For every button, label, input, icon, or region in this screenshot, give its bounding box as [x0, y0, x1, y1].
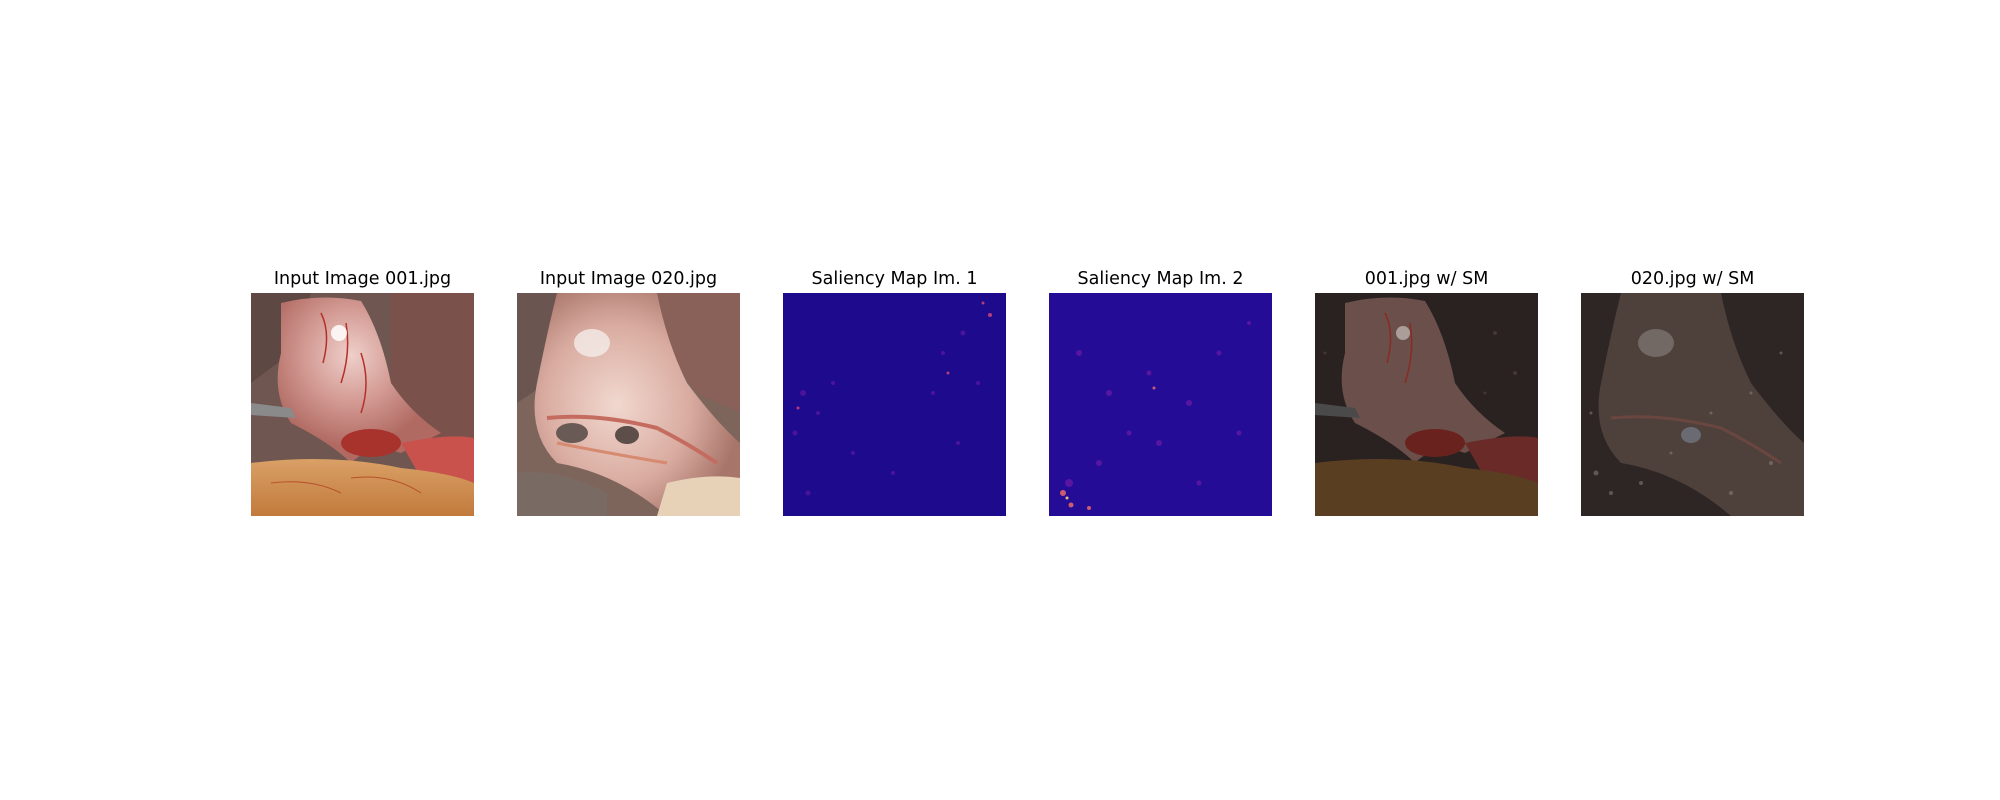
panel-title: 020.jpg w/ SM [1630, 269, 1755, 289]
panel-title: Saliency Map Im. 1 [811, 269, 978, 289]
overlay-image-020 [1581, 293, 1804, 516]
saliency-overlay-icon [1581, 293, 1804, 516]
saliency-map-1 [783, 293, 1006, 516]
saliency-overlay-icon [1315, 293, 1538, 516]
panel-title: Input Image 001.jpg [273, 269, 452, 289]
panel-title: Saliency Map Im. 2 [1077, 269, 1244, 289]
saliency-heatmap-icon [1049, 293, 1272, 516]
laparoscopic-photo-icon [251, 293, 474, 516]
overlay-image-001 [1315, 293, 1538, 516]
input-image-001 [251, 293, 474, 516]
input-image-020 [517, 293, 740, 516]
saliency-heatmap-icon [783, 293, 1006, 516]
saliency-map-2 [1049, 293, 1272, 516]
laparoscopic-photo-icon [517, 293, 740, 516]
panel-title: 001.jpg w/ SM [1364, 269, 1489, 289]
panel-title: Input Image 020.jpg [539, 269, 718, 289]
